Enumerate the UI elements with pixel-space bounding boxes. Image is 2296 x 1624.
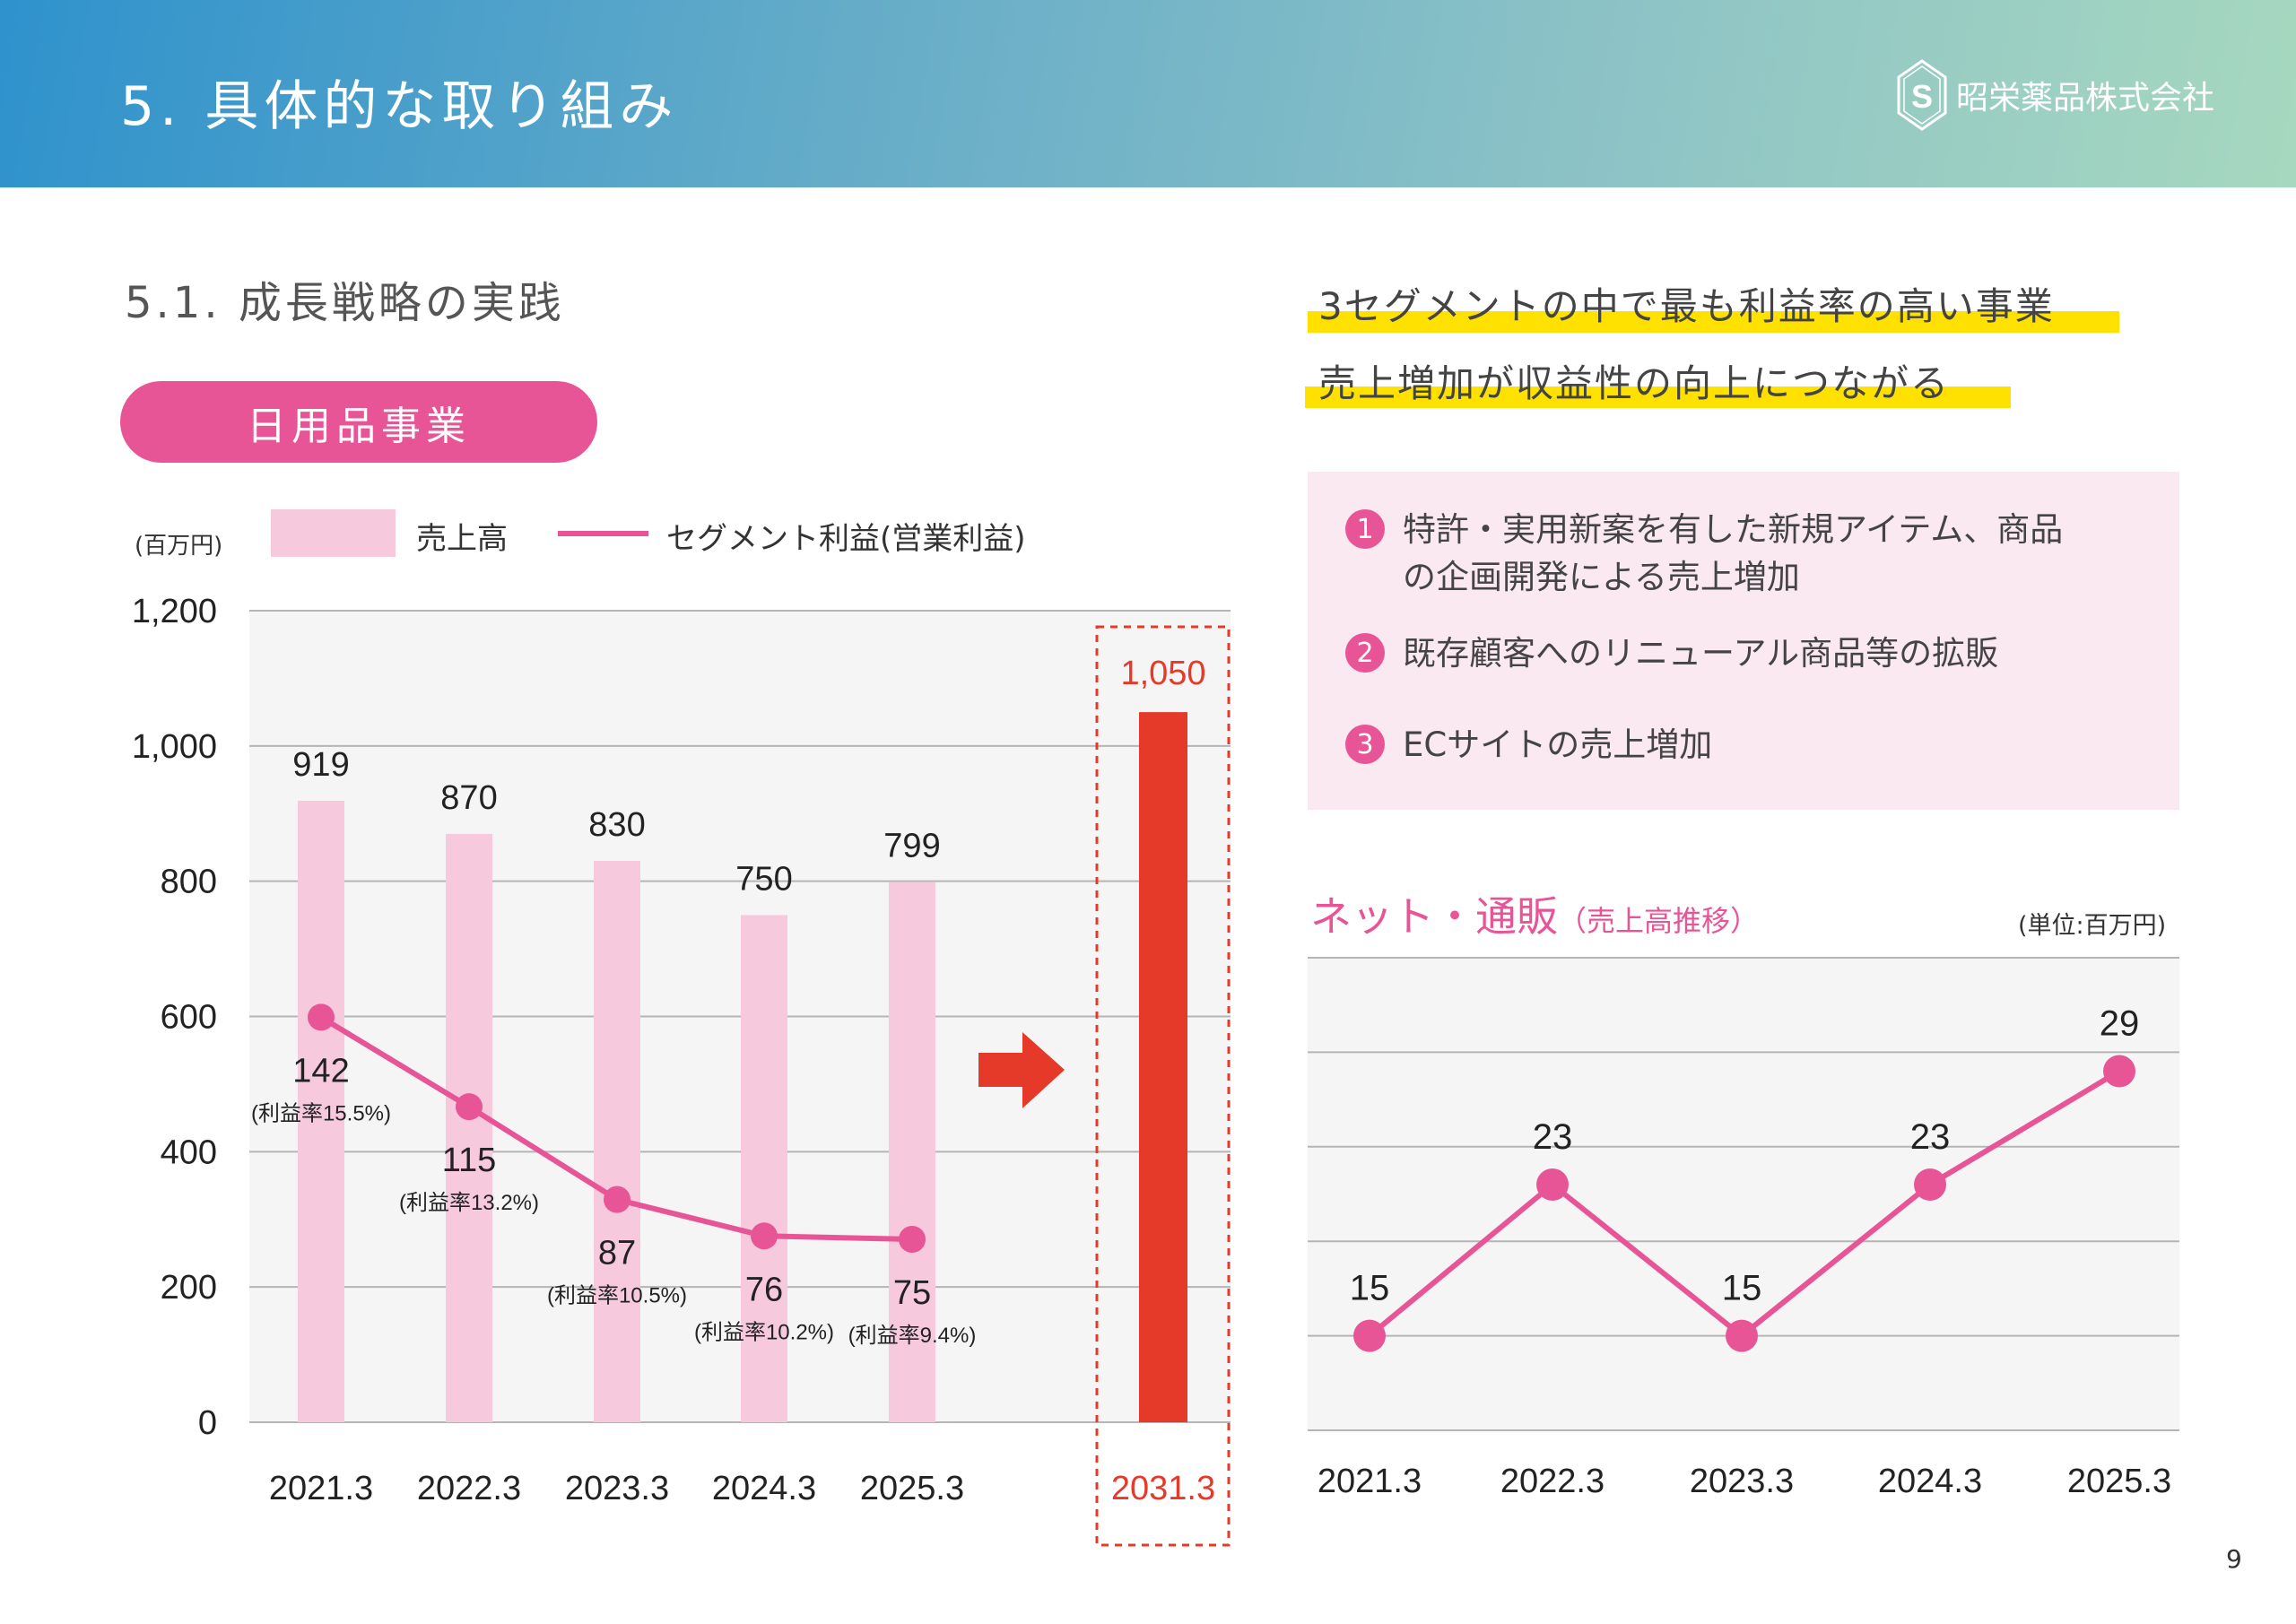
bar-value-label: 799 (883, 827, 940, 864)
ec-sales-point (1726, 1319, 1758, 1352)
bar-sales (889, 881, 935, 1422)
strategy-point: 1 特許・実用新案を有した新規アイテム、商品 の企画開発による売上増加 (1345, 506, 2063, 601)
ec-value-label: 29 (2100, 1003, 2140, 1043)
highlight-text-2: 売上増加が収益性の向上につながる (1318, 361, 1951, 405)
y-tick-label: 1,000 (132, 728, 217, 766)
y-tick-label: 600 (161, 999, 217, 1037)
strategy-point: 3 ECサイトの売上増加 (1345, 721, 1712, 769)
ec-title-sub: （売上高推移） (1558, 904, 1760, 938)
page-number: 9 (2226, 1544, 2242, 1574)
left-chart-unit: (百万円) (135, 533, 223, 560)
number-badge-3: 3 (1345, 725, 1385, 764)
profit-point (899, 1225, 926, 1253)
profit-rate-label: (利益率10.2%) (694, 1320, 834, 1344)
x-tick-label: 2024.3 (1878, 1463, 1982, 1500)
svg-text:S: S (1911, 78, 1933, 115)
company-name: 昭栄薬品株式会社 (1956, 80, 2215, 117)
bar-value-label: 919 (292, 746, 349, 784)
highlight-text-1: 3セグメントの中で最も利益率の高い事業 (1318, 284, 2055, 328)
x-tick-label: 2031.3 (1111, 1470, 1215, 1507)
profit-rate-label: (利益率10.5%) (547, 1284, 687, 1308)
right-arrow-icon (978, 1032, 1065, 1108)
ec-value-label: 15 (1350, 1269, 1390, 1308)
x-tick-label: 2025.3 (860, 1470, 964, 1507)
profit-rate-label: (利益率9.4%) (848, 1324, 977, 1348)
y-tick-label: 0 (198, 1404, 217, 1442)
number-badge-1: 1 (1345, 509, 1385, 549)
legend-swatch-sales (271, 509, 396, 557)
ec-value-label: 23 (1533, 1117, 1573, 1157)
ec-sales-point (2103, 1055, 2135, 1088)
bar-value-label: 750 (735, 860, 792, 898)
profit-rate-label: (利益率13.2%) (399, 1191, 539, 1215)
target-highlight-box (1095, 625, 1231, 1547)
sales-profit-chart: 0 200 400 600 800 1,000 1,200 919 2021.3 870 2022.… (132, 593, 1231, 1547)
ec-chart-title: ネット・通販（売上高推移） (1310, 884, 1759, 943)
x-tick-label: 2022.3 (417, 1470, 521, 1507)
segment-label: 日用品事業 (120, 381, 597, 463)
profit-point (308, 1003, 335, 1031)
x-tick-label: 2022.3 (1500, 1463, 1605, 1500)
ec-chart-unit: (単位:百万円) (2018, 912, 2167, 940)
point-text: 既存顧客へのリニューアル商品等の拡販 (1403, 634, 1999, 673)
x-tick-label: 2023.3 (1690, 1463, 1794, 1500)
bar-sales (298, 800, 344, 1422)
x-tick-label: 2023.3 (565, 1470, 669, 1507)
ec-sales-point (1914, 1168, 1946, 1201)
profit-value-label: 142 (292, 1052, 349, 1090)
profit-value-label: 76 (745, 1271, 783, 1308)
y-tick-label: 400 (161, 1133, 217, 1171)
legend-label-profit: セグメント利益(営業利益) (666, 521, 1026, 557)
profit-point (751, 1222, 778, 1250)
legend-swatch-profit (558, 531, 648, 536)
x-tick-label: 2025.3 (2067, 1463, 2171, 1500)
section-subtitle: 5.1. 成長戦略の実践 (125, 278, 565, 328)
y-tick-label: 800 (161, 864, 217, 901)
y-tick-label: 200 (161, 1269, 217, 1307)
ec-value-label: 23 (1910, 1117, 1951, 1157)
profit-value-label: 75 (893, 1274, 931, 1312)
ec-title-main: ネット・通販 (1310, 892, 1558, 941)
number-badge-2: 2 (1345, 633, 1385, 673)
strategy-points-box: 1 特許・実用新案を有した新規アイテム、商品 の企画開発による売上増加 2 既存顧… (1308, 472, 2179, 810)
bar-sales (594, 861, 640, 1422)
point-text: 特許・実用新案を有した新規アイテム、商品 (1403, 510, 2064, 549)
bar-value-label: 870 (440, 779, 497, 817)
highlight-bar-2 (1305, 386, 2011, 408)
strategy-point: 2 既存顧客へのリニューアル商品等の拡販 (1345, 630, 1998, 677)
header-banner (0, 0, 2296, 187)
profit-point (604, 1185, 631, 1213)
company-emblem-icon: S (1897, 59, 1947, 131)
profit-rate-label: (利益率15.5%) (251, 1101, 391, 1125)
bar-value-label: 1,050 (1120, 655, 1205, 692)
y-tick-label: 1,200 (132, 593, 217, 630)
x-tick-label: 2021.3 (1318, 1463, 1422, 1500)
highlight-bar-1 (1308, 311, 2119, 333)
bar-target (1139, 712, 1187, 1422)
page-title: 5. 具体的な取り組み (120, 75, 679, 138)
ec-sales-point (1536, 1168, 1569, 1201)
bar-sales (446, 833, 492, 1422)
plot-background (1308, 958, 2179, 1430)
point-text-cont: の企画開発による売上増加 (1403, 558, 1800, 596)
bar-value-label: 830 (588, 806, 645, 844)
profit-point (456, 1093, 483, 1121)
profit-value-label: 115 (442, 1142, 497, 1179)
ec-value-label: 15 (1722, 1269, 1762, 1308)
ec-sales-point (1353, 1319, 1386, 1352)
legend-label-sales: 売上高 (416, 521, 508, 557)
company-logo: S 昭栄薬品株式会社 (1897, 59, 2214, 131)
profit-value-label: 87 (598, 1235, 636, 1272)
bar-sales (741, 915, 787, 1422)
x-tick-label: 2024.3 (712, 1470, 816, 1507)
x-tick-label: 2021.3 (269, 1470, 373, 1507)
point-text: ECサイトの売上増加 (1403, 725, 1713, 764)
